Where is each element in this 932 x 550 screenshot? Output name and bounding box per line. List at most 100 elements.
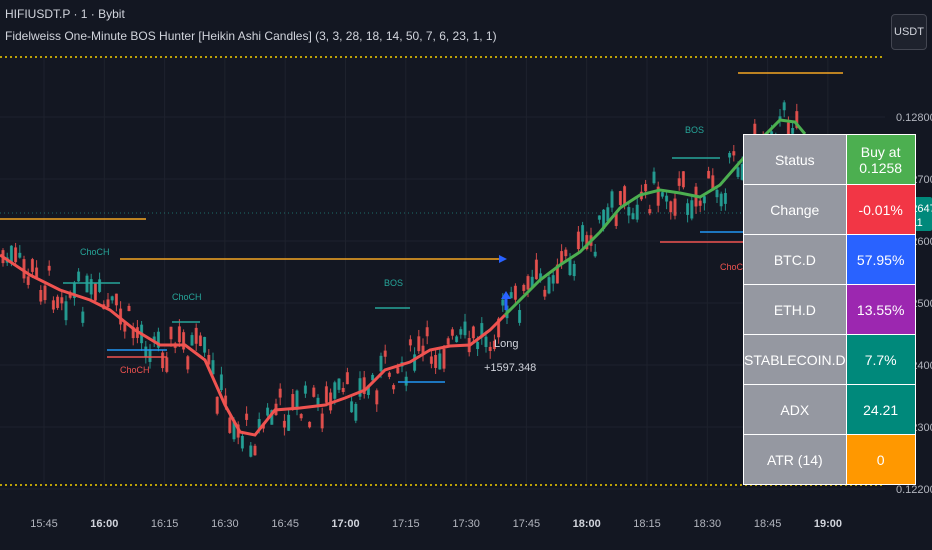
candle-body (383, 350, 387, 357)
candle-body (396, 367, 400, 374)
candle-body (602, 209, 606, 229)
candle-body (610, 191, 614, 208)
structure-levels (0, 72, 843, 383)
trade-pnl-label: +1597.348 (484, 362, 536, 374)
candle-body (627, 207, 631, 216)
status-row-label: ETH.D (743, 284, 847, 335)
candle-body (60, 297, 64, 304)
candle-body (669, 201, 673, 213)
candle-body (509, 292, 513, 299)
x-tick-label: 19:00 (814, 518, 842, 530)
candle-body (177, 326, 181, 343)
x-tick-label: 17:45 (513, 518, 541, 530)
candle-body (555, 264, 559, 284)
candle-body (203, 336, 207, 353)
candle-body (287, 414, 291, 431)
status-row-label: Change (743, 184, 847, 235)
status-row-label: BTC.D (743, 234, 847, 285)
status-row-value: 7.7% (845, 334, 916, 385)
candle-body (106, 299, 110, 308)
candle-body (740, 164, 744, 180)
candle-body (791, 128, 795, 134)
candle-body (324, 386, 328, 403)
candle-body (68, 293, 72, 298)
x-tick-label: 18:30 (694, 518, 722, 530)
candle-body (148, 349, 152, 362)
x-tick-label: 16:45 (271, 518, 299, 530)
status-row-value: -0.01% (845, 184, 916, 235)
status-row-value: 24.21 (845, 384, 916, 435)
candle-body (572, 263, 576, 277)
candle-body (635, 204, 639, 220)
symbol-title[interactable]: HIFIUSDT.P · 1 · Bybit (5, 7, 125, 21)
candle-body (156, 331, 160, 348)
candle-body (362, 377, 366, 394)
candle-body (379, 355, 383, 372)
candle-body (501, 299, 505, 306)
candle-body (450, 329, 454, 336)
status-row-label: STABLECOIN.D (743, 334, 847, 385)
status-row: Status Buy at 0.1258 (743, 134, 916, 185)
candle-body (194, 327, 198, 344)
candle-body (291, 394, 295, 408)
candle-body (81, 311, 85, 323)
candle-body (581, 225, 585, 242)
candle-body (429, 356, 433, 364)
indicator-title[interactable]: Fidelweiss One-Minute BOS Hunter [Heikin… (5, 29, 497, 43)
candle-body (497, 318, 501, 338)
candle-body (232, 419, 236, 440)
candle-body (723, 193, 727, 204)
candle-body (64, 301, 68, 321)
candle-body (366, 385, 370, 395)
candle-body (77, 271, 81, 282)
bos-label-top: BOS (685, 125, 704, 135)
candle-body (593, 251, 597, 257)
candle-body (312, 387, 316, 397)
candle-body (795, 111, 799, 128)
status-row-value: 13.55% (845, 284, 916, 335)
candle-body (303, 385, 307, 394)
candle-body (702, 196, 706, 204)
candle-body (215, 396, 219, 414)
candle-body (123, 323, 127, 332)
status-row-value: 0 (845, 434, 916, 485)
candle-body (786, 122, 790, 137)
candle-body (144, 346, 148, 358)
status-row-value: 57.95% (845, 234, 916, 285)
candle-body (606, 207, 610, 222)
candle-body (644, 184, 648, 192)
candle-body (18, 252, 22, 258)
candle-body (30, 259, 34, 272)
candle-body (270, 410, 274, 425)
x-tick-label: 18:15 (633, 518, 661, 530)
candle-body (518, 310, 522, 323)
candle-body (614, 213, 618, 226)
candle-body (715, 189, 719, 198)
candle-body (576, 231, 580, 250)
candle-body (488, 346, 492, 352)
candle-body (652, 171, 656, 184)
candle-body (43, 285, 47, 301)
choch-label-top: ChoCH (80, 247, 110, 257)
candle-body (660, 192, 664, 197)
candle-body (119, 308, 123, 325)
candle-body (240, 435, 244, 449)
candle-body (522, 284, 526, 291)
candle-body (408, 339, 412, 346)
candle-body (85, 275, 89, 293)
candle-body (446, 338, 450, 345)
choch-label-right: ChoCH (720, 262, 750, 272)
candle-body (526, 276, 530, 290)
status-row: STABLECOIN.D 7.7% (743, 334, 916, 385)
candle-body (127, 305, 131, 312)
candle-body (686, 203, 690, 215)
indicator-status-table: Status Buy at 0.1258 Change -0.01% BTC.D 57.9… (743, 134, 916, 485)
candle-body (51, 300, 55, 310)
candle-body (665, 195, 669, 202)
candle-body (387, 372, 391, 377)
currency-button[interactable]: USDT (891, 14, 927, 50)
status-row: Change -0.01% (743, 184, 916, 235)
entry-arrow-icon (501, 291, 511, 310)
candle-body (476, 341, 480, 350)
